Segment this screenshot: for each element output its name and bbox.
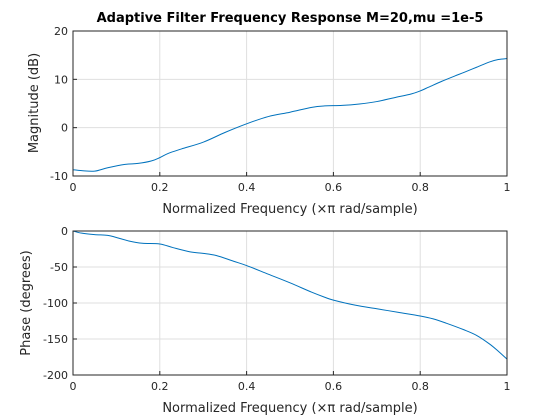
phase-series-line: [72, 230, 508, 360]
magnitude-x-axis-label: Normalized Frequency (×π rad/sample): [162, 202, 417, 217]
magnitude-series-line: [72, 58, 508, 172]
magnitude-y-tick-label: 20: [54, 25, 68, 38]
magnitude-x-tick-label: 0.2: [151, 181, 169, 194]
magnitude-plot-area: [72, 30, 508, 177]
magnitude-y-tick-label: -10: [50, 170, 68, 183]
phase-x-tick-label: 0.6: [325, 380, 343, 393]
phase-y-tick-label: -100: [43, 297, 68, 310]
magnitude-x-tick-label: 0.4: [238, 181, 256, 194]
phase-x-tick-label: 0.4: [238, 380, 256, 393]
magnitude-y-axis-label: Magnitude (dB): [27, 53, 42, 153]
chart-title: Adaptive Filter Frequency Response M=20,…: [97, 11, 484, 26]
magnitude-x-tick-label: 1: [504, 181, 511, 194]
magnitude-x-tick-label: 0.6: [325, 181, 343, 194]
magnitude-y-tick-label: 0: [61, 122, 68, 135]
phase-x-tick-label: 0.2: [151, 380, 169, 393]
magnitude-y-tick-label: 10: [54, 73, 68, 86]
phase-y-tick-label: 0: [61, 225, 68, 238]
phase-y-tick-label: -200: [43, 369, 68, 382]
magnitude-axes-frame: [72, 30, 508, 177]
magnitude-x-tick-label: 0: [70, 181, 77, 194]
phase-ticks: 0 0.2 0.4 0.6 0.8 1 -200 -150 -100 -50 0: [43, 225, 510, 393]
phase-x-tick-label: 1: [504, 380, 511, 393]
phase-y-tick-label: -50: [50, 261, 68, 274]
phase-y-axis-label: Phase (degrees): [19, 250, 34, 355]
phase-plot: 0 0.2 0.4 0.6 0.8 1 -200 -150 -100 -50 0 Normalize…: [19, 225, 511, 416]
phase-x-axis-label: Normalized Frequency (×π rad/sample): [162, 401, 417, 416]
phase-y-tick-label: -150: [43, 333, 68, 346]
magnitude-x-tick-label: 0.8: [411, 181, 429, 194]
phase-x-tick-label: 0.8: [411, 380, 429, 393]
phase-x-tick-label: 0: [70, 380, 77, 393]
